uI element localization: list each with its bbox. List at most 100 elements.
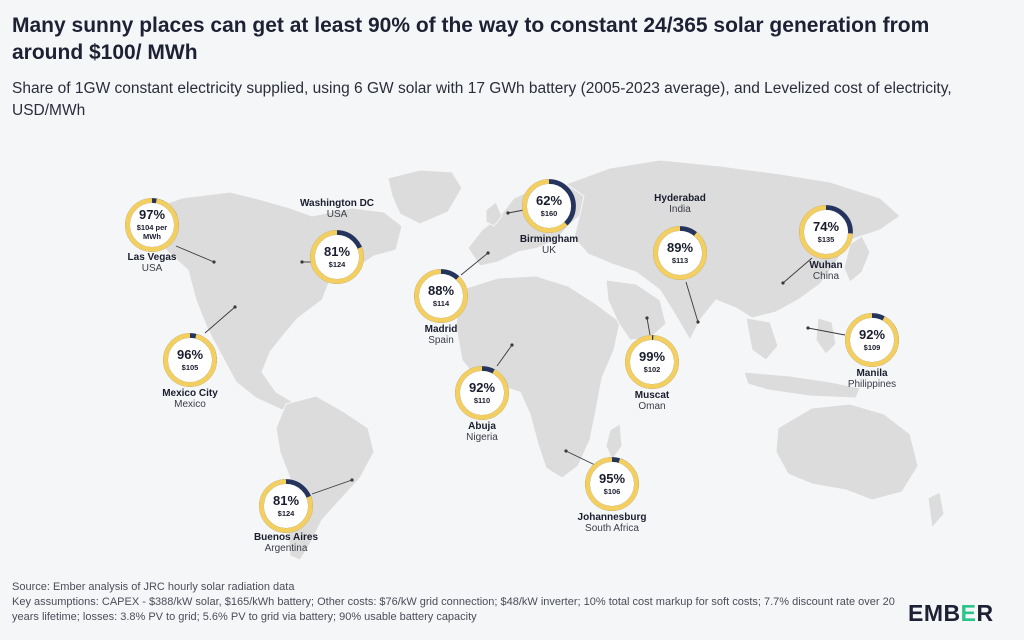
city-marker-manila xyxy=(806,326,810,330)
chart-subtitle: Share of 1GW constant electricity suppli… xyxy=(12,80,952,119)
city-marker-birmingham xyxy=(506,211,510,215)
country-name-las-vegas: USA xyxy=(142,263,163,274)
city-name-washington-dc: Washington DC xyxy=(300,198,374,209)
land-uk xyxy=(485,201,503,227)
land-indonesia xyxy=(743,371,861,399)
donut-share-arc xyxy=(125,198,179,252)
donut-share-arc xyxy=(455,366,509,420)
donut-share-arc xyxy=(625,335,679,389)
donut-bg xyxy=(799,205,853,259)
donut-share-arc xyxy=(585,457,639,511)
land-greenland xyxy=(387,169,463,225)
city-name-muscat: Muscat xyxy=(635,390,670,401)
donut-bg xyxy=(414,269,468,323)
land-philippines xyxy=(815,317,837,355)
city-name-hyderabad: Hyderabad xyxy=(654,193,706,204)
share-label: 92% xyxy=(859,327,885,342)
donut-bg xyxy=(259,479,313,533)
country-name-muscat: Oman xyxy=(638,401,665,412)
donut-bg xyxy=(310,230,364,284)
share-label: 81% xyxy=(273,493,299,508)
country-name-abuja: Nigeria xyxy=(466,432,498,443)
leader-line-birmingham xyxy=(507,209,525,214)
leader-line-abuja xyxy=(496,344,513,367)
cost-label: $135 xyxy=(818,235,835,244)
city-marker-wuhan xyxy=(781,281,785,285)
cost-label: $113 xyxy=(672,256,688,265)
city-marker-buenos-aires xyxy=(350,478,354,482)
share-label: 74% xyxy=(813,219,839,234)
donut-share-arc xyxy=(414,269,468,323)
donut-share-arc xyxy=(163,333,217,387)
city-marker-abuja xyxy=(510,343,514,347)
city-name-birmingham: Birmingham xyxy=(520,234,578,245)
leader-line-wuhan xyxy=(782,257,813,284)
share-label: 96% xyxy=(177,347,203,362)
share-label: 89% xyxy=(667,240,693,255)
chart-title: Many sunny places can get at least 90% o… xyxy=(12,14,930,64)
source-note: Source: Ember analysis of JRC hourly sol… xyxy=(12,581,295,593)
land-southeast-asia xyxy=(745,317,779,361)
cost-label: $124 xyxy=(329,260,347,269)
leader-line-manila xyxy=(807,327,846,336)
city-name-mexico-city: Mexico City xyxy=(162,388,218,399)
cost-label: $105 xyxy=(182,363,199,372)
country-name-madrid: Spain xyxy=(428,335,454,346)
donut-bg xyxy=(522,179,576,233)
cost-label: $104 per xyxy=(137,223,168,232)
city-name-buenos-aires: Buenos Aires xyxy=(254,532,319,543)
leader-line-madrid xyxy=(460,252,489,276)
city-marker-johannesburg xyxy=(564,449,568,453)
country-name-johannesburg: South Africa xyxy=(585,523,639,534)
country-name-buenos-aires: Argentina xyxy=(265,543,308,554)
country-name-washington-dc: USA xyxy=(327,209,348,220)
country-name-wuhan: China xyxy=(813,271,840,282)
land-new-zealand xyxy=(927,491,945,530)
cost-label: $102 xyxy=(644,365,661,374)
city-marker-washington-dc xyxy=(300,260,304,264)
city-name-manila: Manila xyxy=(856,368,888,379)
share-label: 81% xyxy=(324,244,350,259)
donut-bg xyxy=(585,457,639,511)
cost-label: $106 xyxy=(604,487,621,496)
country-name-birmingham: UK xyxy=(542,245,556,256)
city-name-johannesburg: Johannesburg xyxy=(578,512,647,523)
city-marker-muscat xyxy=(645,316,649,320)
land-japan xyxy=(843,235,871,283)
land-asia xyxy=(564,159,901,342)
city-name-madrid: Madrid xyxy=(425,324,458,335)
city-marker-hyderabad xyxy=(696,320,700,324)
cost-label: $109 xyxy=(864,343,881,352)
leader-line-mexico-city xyxy=(204,306,236,334)
donut-bg xyxy=(845,313,899,367)
donut-share-arc xyxy=(845,313,899,367)
leader-line-muscat xyxy=(646,317,651,336)
leader-line-las-vegas xyxy=(175,245,215,263)
cost-label: $110 xyxy=(474,396,490,405)
donut-share-arc xyxy=(310,230,364,284)
city-marker-mexico-city xyxy=(233,305,237,309)
donut-bg xyxy=(455,366,509,420)
share-label: 97% xyxy=(139,207,165,222)
donut-share-arc xyxy=(799,205,853,259)
ember-logo: EMBER xyxy=(908,600,994,626)
country-name-manila: Philippines xyxy=(848,379,896,390)
donut-bg xyxy=(653,226,707,280)
city-marker-madrid xyxy=(486,251,490,255)
land-madagascar xyxy=(605,423,623,462)
city-name-las-vegas: Las Vegas xyxy=(128,252,177,263)
leader-line-johannesburg xyxy=(565,450,596,466)
leader-line-hyderabad xyxy=(685,281,699,323)
country-name-hyderabad: India xyxy=(669,204,691,215)
donut-bg xyxy=(625,335,679,389)
